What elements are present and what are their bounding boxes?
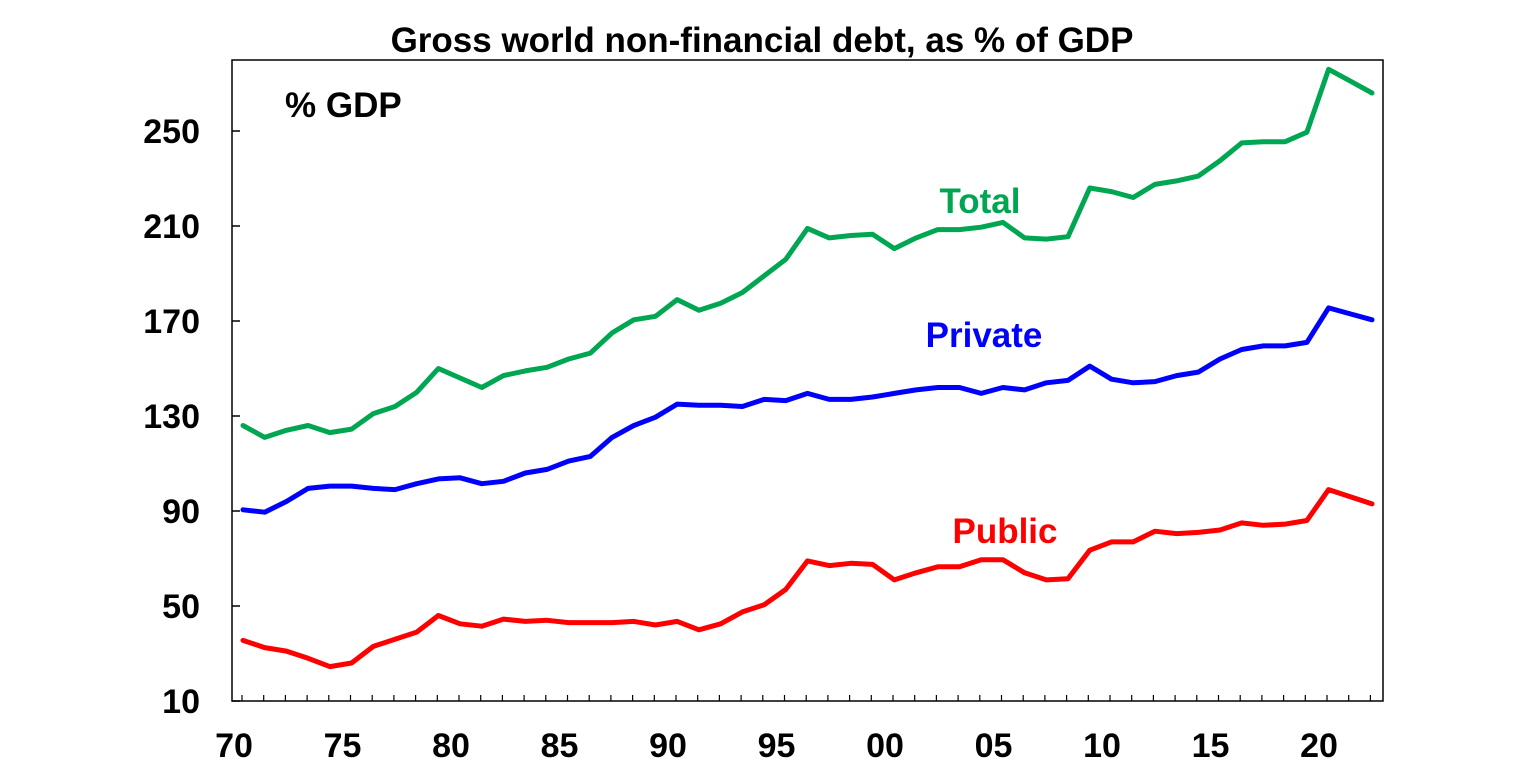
x-tick-label: 75 bbox=[324, 727, 362, 765]
y-axis-unit-label: % GDP bbox=[285, 86, 402, 125]
y-tick-label: 90 bbox=[162, 493, 200, 531]
series-label-private: Private bbox=[926, 316, 1043, 355]
y-tick-label: 130 bbox=[143, 398, 200, 436]
x-tick-label: 70 bbox=[215, 727, 253, 765]
series-line-private bbox=[240, 305, 1375, 515]
x-axis: 70 75 80 85 90 95 00 05 10 15 20 bbox=[215, 695, 1372, 765]
series-layer bbox=[240, 66, 1375, 670]
y-tick-label: 210 bbox=[143, 208, 200, 246]
y-axis: 10 50 90 130 170 210 250 bbox=[143, 113, 240, 721]
y-tick-label: 170 bbox=[143, 303, 200, 341]
x-tick-label: 85 bbox=[541, 727, 579, 765]
chart-title: Gross world non-financial debt, as % of … bbox=[391, 21, 1134, 60]
x-tick-label: 80 bbox=[432, 727, 470, 765]
x-tick-label: 20 bbox=[1300, 727, 1338, 765]
series-line-public bbox=[240, 487, 1375, 670]
x-tick-label: 15 bbox=[1192, 727, 1230, 765]
x-tick-label: 05 bbox=[975, 727, 1013, 765]
series-label-total: Total bbox=[939, 182, 1020, 221]
y-tick-label: 10 bbox=[162, 683, 200, 721]
x-tick-label: 90 bbox=[649, 727, 687, 765]
y-tick-label: 50 bbox=[162, 588, 200, 626]
x-tick-label: 95 bbox=[758, 727, 796, 765]
series-label-public: Public bbox=[952, 512, 1057, 551]
series-line-total bbox=[240, 66, 1375, 440]
x-tick-label: 10 bbox=[1083, 727, 1121, 765]
x-tick-label: 00 bbox=[866, 727, 904, 765]
y-tick-label: 250 bbox=[143, 113, 200, 151]
plot-frame bbox=[231, 59, 1384, 702]
